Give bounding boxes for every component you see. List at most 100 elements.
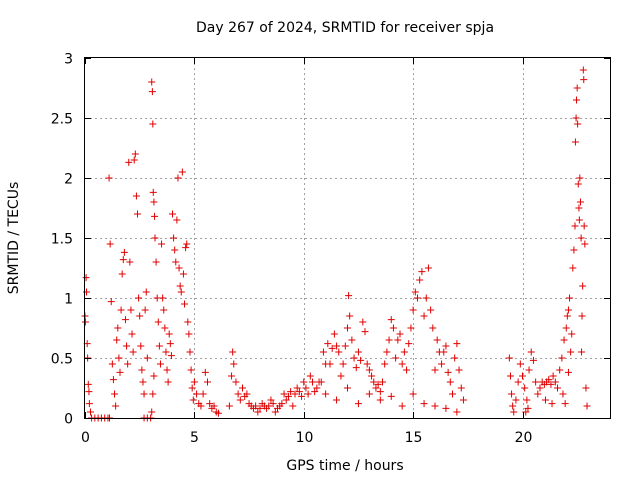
data-point xyxy=(313,384,321,392)
data-point xyxy=(112,402,120,410)
data-point xyxy=(291,390,299,398)
data-point xyxy=(149,390,157,398)
data-point xyxy=(84,380,92,388)
data-point xyxy=(130,156,138,164)
data-point xyxy=(560,336,568,344)
data-point xyxy=(151,234,159,242)
data-point xyxy=(524,404,532,412)
data-point xyxy=(409,390,417,398)
data-point xyxy=(431,402,439,410)
data-point xyxy=(161,324,169,332)
data-point xyxy=(398,402,406,410)
plot-frame xyxy=(84,57,611,419)
data-point xyxy=(578,348,586,356)
data-point xyxy=(239,384,246,392)
data-point xyxy=(418,268,426,276)
data-point xyxy=(328,344,336,352)
data-point xyxy=(330,330,338,338)
data-point xyxy=(181,300,189,308)
x-tick-label: 10 xyxy=(296,430,314,446)
data-point xyxy=(554,384,561,392)
data-point xyxy=(345,292,353,300)
data-point xyxy=(578,312,586,320)
data-point xyxy=(141,306,149,314)
data-points xyxy=(81,66,591,422)
data-point xyxy=(143,354,151,362)
data-point xyxy=(506,372,514,380)
data-point xyxy=(414,294,421,302)
data-point xyxy=(451,354,459,362)
data-point xyxy=(117,306,125,314)
data-point xyxy=(229,348,237,356)
data-point xyxy=(167,352,175,360)
data-point xyxy=(114,324,122,332)
data-point xyxy=(126,258,134,266)
data-point xyxy=(232,378,240,386)
grid-lines xyxy=(85,58,610,418)
data-point xyxy=(142,288,150,296)
data-point xyxy=(563,312,571,320)
data-point xyxy=(186,348,194,356)
data-point xyxy=(151,212,159,220)
data-point xyxy=(357,356,365,364)
data-point xyxy=(581,240,589,248)
data-point xyxy=(508,390,516,398)
data-point xyxy=(438,360,446,368)
data-point xyxy=(197,402,205,410)
data-point xyxy=(131,150,139,158)
data-point xyxy=(455,366,463,374)
data-point xyxy=(571,138,579,146)
data-point xyxy=(150,372,158,380)
data-point xyxy=(363,360,371,368)
data-point xyxy=(252,402,260,410)
data-point xyxy=(306,372,314,380)
data-point xyxy=(368,372,376,380)
data-point xyxy=(85,388,93,396)
data-point xyxy=(113,336,121,344)
data-point xyxy=(280,390,288,398)
data-point xyxy=(139,378,147,386)
data-point xyxy=(134,210,141,218)
y-tick-label: 3 xyxy=(64,52,73,68)
data-point xyxy=(210,402,218,410)
data-point xyxy=(81,318,89,326)
data-point xyxy=(551,378,559,386)
y-tick-label: 1 xyxy=(64,292,73,308)
data-point xyxy=(193,390,201,398)
data-point xyxy=(536,384,544,392)
data-point xyxy=(545,376,553,384)
data-point xyxy=(243,390,251,398)
data-point xyxy=(525,366,533,374)
data-point xyxy=(519,372,526,380)
data-point xyxy=(85,400,93,408)
data-point xyxy=(440,348,448,356)
data-point xyxy=(173,216,181,224)
data-point xyxy=(583,402,591,410)
y-tick-label: 0 xyxy=(64,412,73,428)
data-point xyxy=(407,324,415,332)
chart-title: Day 267 of 2024, SRMTID for receiver spj… xyxy=(196,20,494,36)
data-point xyxy=(282,396,290,404)
data-point xyxy=(149,120,157,128)
data-point xyxy=(569,264,577,272)
data-point xyxy=(148,88,156,96)
data-point xyxy=(365,366,373,374)
data-point xyxy=(333,342,341,350)
data-point xyxy=(317,378,325,386)
data-point xyxy=(319,348,327,356)
data-point xyxy=(254,408,262,416)
data-point xyxy=(516,360,524,368)
data-point xyxy=(201,368,209,376)
data-point xyxy=(155,342,163,350)
data-point xyxy=(190,378,198,386)
data-point xyxy=(566,294,574,302)
data-point xyxy=(278,400,286,408)
data-point xyxy=(119,256,127,264)
data-point xyxy=(302,384,310,392)
data-point xyxy=(344,324,351,332)
data-point xyxy=(396,330,404,338)
data-point xyxy=(405,340,413,348)
data-point xyxy=(510,408,518,416)
data-point xyxy=(354,348,362,356)
data-point xyxy=(335,348,343,356)
